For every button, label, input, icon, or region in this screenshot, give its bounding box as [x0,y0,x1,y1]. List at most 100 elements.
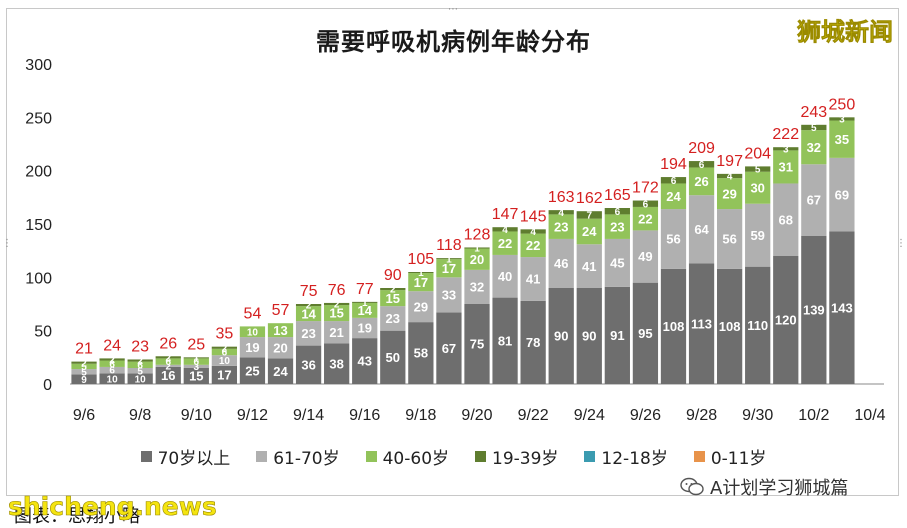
segment-label: 1 [474,244,480,255]
bar-segment [576,218,602,245]
bar-total-label: 77 [356,281,374,298]
bar-segment [267,358,294,384]
legend-swatch [584,451,596,462]
bar-total-label: 163 [548,189,575,206]
resize-handle-right[interactable]: ⋮ [896,238,906,249]
bar-segment [408,322,434,384]
bar-segment [71,369,97,375]
chart-title: 需要呼吸机病例年龄分布 [316,28,591,56]
segment-label: 6 [109,366,115,377]
segment-label: 19 [245,340,259,355]
bar-segment [324,305,350,322]
segment-label: 95 [638,326,652,341]
bar-total-label: 197 [716,153,743,170]
segment-label: 32 [807,140,821,155]
bar-total-label: 90 [384,267,402,284]
segment-label: 91 [610,328,624,343]
legend-swatch [256,451,268,462]
y-tick-label: 150 [25,217,52,234]
bar-segment [745,203,771,267]
segment-label: 17 [217,368,231,383]
bar-segment [211,346,238,349]
segment-label: 81 [498,333,512,348]
bar-segment [492,227,518,232]
bar-segment [183,357,209,359]
bar-segment [464,248,490,270]
bar-segment [801,235,827,384]
bar-segment [773,183,799,256]
legend-label: 70岁以上 [157,449,231,469]
legend-swatch [693,451,705,462]
wechat-account-name: A计划学习狮城篇 [710,478,849,499]
segment-label: 50 [386,350,400,365]
segment-label: 5 [811,123,817,134]
bar-segment [324,321,350,344]
legend-label: 61-70岁 [273,449,340,469]
segment-label: 4 [530,227,536,238]
bar-segment [688,195,715,264]
resize-handle-left[interactable]: ⋮ [2,238,12,249]
x-tick-label: 9/30 [742,407,773,424]
bar-total-label: 57 [272,302,290,319]
bar-total-label: 194 [660,156,687,173]
bar-segment [688,263,715,384]
wechat-icon [680,477,704,496]
x-tick-label: 9/10 [181,407,212,424]
segment-label: 5 [81,362,87,373]
segment-label: 2 [334,300,340,311]
bar-segment [324,343,350,384]
segment-label: 35 [835,132,849,147]
segment-label: 49 [638,249,652,264]
segment-label: 1 [446,254,452,265]
segment-label: 9 [81,375,87,386]
segment-label: 2 [390,285,396,296]
bar-segment [801,130,827,165]
bar-segment [745,171,771,204]
bar-segment [211,365,238,384]
bar-total-label: 54 [244,305,262,322]
segment-label: 64 [694,222,709,237]
bar-segment [632,282,659,384]
segment-label: 68 [779,212,793,227]
bar-segment [576,244,602,288]
segment-label: 108 [719,319,741,334]
segment-label: 108 [663,319,685,334]
bar-segment [773,150,799,184]
bar-segment [520,300,546,384]
bar-segment [295,345,322,384]
segment-label: 24 [582,224,597,239]
bar-segment [408,273,434,292]
bar-segment [99,366,125,374]
legend-label: 40-60岁 [382,449,450,469]
bar-segment [716,268,743,384]
segment-label: 15 [189,369,203,384]
legend-item: 70岁以上 [140,444,231,469]
y-tick-label: 300 [25,57,52,74]
bar-total-label: 128 [464,226,491,243]
segment-label: 69 [835,187,849,202]
bar-segment [380,290,406,307]
bar-segment [520,257,546,301]
resize-handle-top[interactable]: ⋯ [448,4,458,15]
bar-segment [71,361,97,364]
segment-label: 2 [306,301,312,312]
legend-label: 12-18岁 [601,449,668,469]
y-tick-label: 50 [34,324,52,341]
x-tick-label: 9/8 [129,407,151,424]
bar-total-label: 76 [328,282,346,299]
segment-label: 45 [610,256,624,271]
legend-item: 19-39岁 [475,444,558,469]
bar-segment [632,206,659,231]
bar-segment [127,361,153,368]
bar-segment [352,302,378,318]
bar-segment [464,304,490,384]
legend-label: 19-39岁 [492,449,559,469]
segment-label: 41 [526,272,540,287]
legend-item: 40-60岁 [365,444,450,469]
segment-label: 7 [586,211,592,222]
bar-segment [632,200,659,207]
bar-segment [127,368,153,374]
segment-label: 20 [470,252,484,267]
segment-label: 139 [803,303,825,318]
segment-label: 5 [81,367,87,378]
